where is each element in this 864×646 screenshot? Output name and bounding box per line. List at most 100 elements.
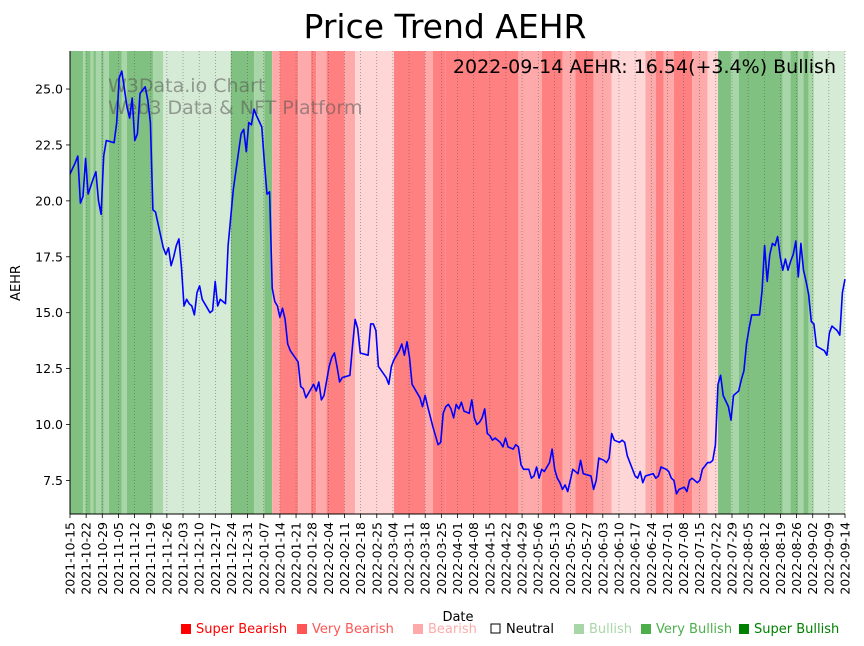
- region-bearish: [272, 51, 280, 514]
- legend-label: Neutral: [506, 622, 554, 637]
- region-bullish: [121, 51, 128, 514]
- region-bullish: [798, 51, 804, 514]
- x-tick-label: 2022-04-22: [498, 522, 513, 595]
- region-very-bullish: [264, 51, 273, 514]
- x-tick-label: 2022-07-08: [676, 522, 691, 595]
- region-bullish: [152, 51, 164, 514]
- x-tick-label: 2022-09-09: [821, 522, 836, 595]
- x-tick-label: 2022-08-26: [789, 522, 804, 595]
- x-tick-label: 2021-12-03: [176, 522, 191, 595]
- x-tick-label: 2021-10-22: [79, 522, 94, 595]
- legend-label: Very Bullish: [656, 622, 732, 637]
- x-tick-label: 2022-07-15: [692, 522, 707, 595]
- x-tick-label: 2021-11-12: [127, 522, 142, 595]
- region-bearish: [344, 51, 356, 514]
- legend-label: Super Bearish: [196, 622, 287, 637]
- region-very-bearish: [432, 51, 446, 514]
- x-tick-label: 2022-09-02: [805, 522, 820, 595]
- region-bullish-light: [163, 51, 231, 514]
- region-bullish: [254, 51, 265, 514]
- legend-item: Super Bearish: [181, 622, 287, 637]
- region-very-bearish: [393, 51, 426, 514]
- price-line: [69, 70, 846, 495]
- x-tick-label: 2022-06-03: [595, 522, 610, 595]
- y-tick-label: 12.5: [35, 361, 63, 376]
- x-tick-label: 2022-06-10: [611, 522, 626, 595]
- chart-title: Price Trend AEHR: [304, 7, 587, 46]
- region-bullish: [95, 51, 102, 514]
- region-bearish: [316, 51, 327, 514]
- x-tick-label: 2022-09-14: [838, 522, 853, 595]
- region-very-bullish: [738, 51, 783, 514]
- x-tick-label: 2021-11-05: [111, 522, 126, 595]
- x-tick-label: 2022-08-12: [757, 522, 772, 595]
- x-tick-label: 2022-07-22: [708, 522, 723, 595]
- y-tick-label: 15.0: [35, 305, 63, 320]
- y-ticks: 7.5 10.0 12.5 15.0 17.5 20.0 22.5 25.0: [35, 82, 70, 488]
- x-tick-label: 2022-08-19: [773, 522, 788, 595]
- x-tick-label: 2022-08-05: [741, 522, 756, 595]
- legend-swatch: [641, 624, 651, 634]
- x-tick-label: 2022-07-29: [724, 522, 739, 595]
- legend-label: Bullish: [589, 622, 632, 637]
- x-tick-label: 2021-12-31: [240, 522, 255, 595]
- legend: Super Bearish Very Bearish Bearish Neutral B…: [181, 622, 839, 637]
- region-very-bearish: [541, 51, 563, 514]
- region-very-bullish: [108, 51, 122, 514]
- x-tick-label: 2022-01-07: [256, 522, 271, 595]
- region-very-bearish: [575, 51, 594, 514]
- y-axis-label: AEHR: [9, 265, 24, 301]
- watermark-line2: Web3 Data & NFT Platform: [108, 97, 362, 119]
- legend-label: Super Bullish: [754, 622, 839, 637]
- y-tick-label: 7.5: [43, 473, 63, 488]
- region-very-bullish: [790, 51, 799, 514]
- y-tick-label: 20.0: [35, 193, 63, 208]
- x-tick-label: 2022-03-25: [434, 522, 449, 595]
- y-tick-label: 10.0: [35, 417, 63, 432]
- region-very-bullish: [127, 51, 153, 514]
- x-tick-label: 2022-05-20: [563, 522, 578, 595]
- legend-item: Very Bullish: [641, 622, 732, 637]
- legend-swatch: [413, 624, 423, 634]
- legend-item: Very Bearish: [297, 622, 394, 637]
- x-tick-label: 2022-02-18: [353, 522, 368, 595]
- y-tick-label: 25.0: [35, 82, 63, 97]
- region-bullish: [808, 51, 814, 514]
- region-bullish: [782, 51, 791, 514]
- region-very-bullish: [230, 51, 255, 514]
- legend-label: Bearish: [428, 622, 477, 637]
- x-tick-label: 2022-01-28: [305, 522, 320, 595]
- region-very-bullish: [85, 51, 91, 514]
- x-tick-label: 2021-11-19: [143, 522, 158, 595]
- x-tick-label: 2022-05-27: [579, 522, 594, 595]
- region-bullish: [82, 51, 86, 514]
- legend-item: Super Bullish: [739, 622, 839, 637]
- y-tick-label: 17.5: [35, 249, 63, 264]
- region-bearish: [562, 51, 576, 514]
- legend-item: Bearish: [413, 622, 477, 637]
- x-tick-label: 2022-05-06: [531, 522, 546, 595]
- region-bullish-light: [813, 51, 845, 514]
- x-axis-label: Date: [442, 610, 473, 625]
- region-bullish: [90, 51, 94, 514]
- x-tick-label: 2022-04-29: [515, 522, 530, 595]
- legend-item: Bullish: [574, 622, 632, 637]
- x-tick-label: 2021-12-17: [208, 522, 223, 595]
- region-very-bullish: [717, 51, 731, 514]
- region-very-bullish: [93, 51, 96, 514]
- legend-item: Neutral: [490, 622, 554, 637]
- x-tick-label: 2022-02-25: [369, 522, 384, 595]
- region-bearish-light: [611, 51, 646, 514]
- x-tick-label: 2022-03-18: [418, 522, 433, 595]
- region-very-bearish: [279, 51, 299, 514]
- x-tick-label: 2022-04-08: [466, 522, 481, 595]
- x-tick-label: 2022-06-24: [644, 522, 659, 595]
- region-very-bullish: [70, 51, 83, 514]
- region-bearish: [518, 51, 542, 514]
- x-tick-label: 2022-04-15: [482, 522, 497, 595]
- legend-swatch: [574, 624, 584, 634]
- x-tick-label: 2021-10-29: [95, 522, 110, 595]
- x-tick-label: 2021-12-24: [224, 522, 239, 595]
- x-tick-label: 2022-05-13: [547, 522, 562, 595]
- legend-swatch: [739, 624, 749, 634]
